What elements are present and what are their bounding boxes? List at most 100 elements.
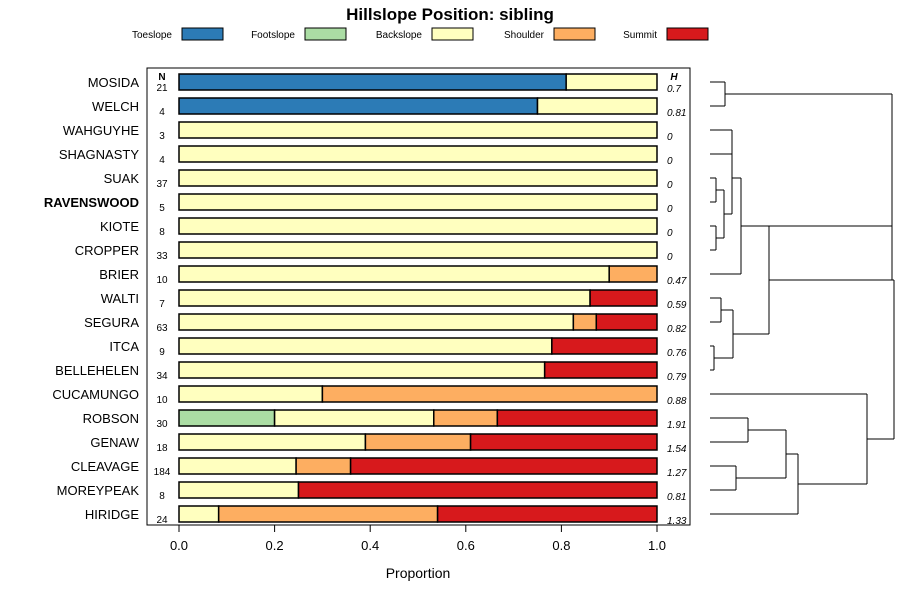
h-label: 0.59 [667,300,687,311]
n-label: 9 [159,347,165,358]
dendrogram-branch [716,189,725,239]
dendrogram [710,81,895,515]
n-label: 184 [154,467,171,478]
h-label: 0.82 [667,324,687,335]
dendrogram-branch [710,177,717,203]
bar-segment-footslope [178,409,276,427]
h-label: 0.47 [667,276,687,287]
bar-segment-shoulder [572,313,598,331]
bar-segment-backslope [536,97,658,115]
bar-segment-backslope [178,505,220,523]
x-tick-label: 0.8 [552,538,570,553]
bar-segment-backslope [178,457,297,475]
bar-segment-backslope [273,409,435,427]
row-cucamungo: CUCAMUNGO 10 0.88 [52,385,687,407]
bar-segment-shoulder [608,265,658,283]
n-label: 5 [159,203,165,214]
dendrogram-branch [710,465,737,491]
series-label: CLEAVAGE [71,459,139,474]
bar-segment-summit [297,481,658,499]
h-label: 1.33 [667,516,687,527]
legend-swatch-toeslope [181,27,224,41]
legend-label-summit: Summit [623,30,657,41]
bar-segment-summit [543,361,658,379]
dendrogram-branch [867,279,895,440]
row-welch: WELCH 4 0.81 [92,97,686,119]
row-hiridge: HIRIDGE 24 1.33 [85,505,687,527]
series-label: GENAW [90,435,139,450]
bar-segment-summit [496,409,658,427]
n-label: 3 [159,131,165,142]
bar-segment-shoulder [364,433,472,451]
chart-title: Hillslope Position: sibling [346,5,554,24]
bar-segment-backslope [565,73,658,91]
series-label: MOREYPEAK [57,483,140,498]
x-tick-label: 0.0 [170,538,188,553]
dendrogram-branch [714,309,734,359]
bar-segment-backslope [178,241,658,259]
n-label: 33 [156,251,168,262]
x-axis: 0.0 0.2 0.4 0.6 0.8 1.0 [170,525,666,553]
x-axis-title: Proportion [386,565,451,581]
series-label: SHAGNASTY [59,147,140,162]
row-kiote: KIOTE 8 0 [100,217,673,239]
bar-segment-backslope [178,289,591,307]
h-label: 0.88 [667,396,687,407]
h-label: 0.81 [667,492,686,503]
series-label: WALTI [101,291,139,306]
h-label: 0 [667,180,673,191]
n-label: 10 [156,395,168,406]
row-segura: SEGURA 63 0.82 [84,313,687,335]
h-label: 0.76 [667,348,687,359]
row-moreypeak: MOREYPEAK 8 0.81 [57,481,686,503]
n-label: 34 [156,371,168,382]
legend-swatch-backslope [431,27,474,41]
row-suak: SUAK 37 0 [104,169,673,191]
dendrogram-branch [710,178,892,275]
series-label: MOSIDA [88,75,140,90]
series-label: BRIER [99,267,139,282]
legend: Toeslope Footslope Backslope Shoulder Summit [132,27,709,41]
bar-segment-summit [349,457,658,475]
row-mosida: MOSIDA 21 0.7 [88,73,681,95]
n-label: 30 [156,419,168,430]
h-label: 0.81 [667,108,686,119]
bar-segment-summit [436,505,658,523]
bar-segment-backslope [178,265,610,283]
bar-segment-backslope [178,361,546,379]
bar-segment-backslope [178,217,658,235]
bar-segment-summit [589,289,658,307]
dendrogram-branch [710,225,717,251]
bar-segment-backslope [178,385,324,403]
row-itca: ITCA 9 0.76 [109,337,687,359]
n-label: 10 [156,275,168,286]
row-cleavage: CLEAVAGE 184 1.27 [71,457,687,479]
bar-segment-backslope [178,433,367,451]
h-label: 0.7 [667,84,681,95]
bar-segment-backslope [178,169,658,187]
bar-segment-shoulder [321,385,658,403]
dendrogram-branch [736,429,787,479]
x-tick-label: 0.4 [361,538,379,553]
legend-label-shoulder: Shoulder [504,30,545,41]
n-label: 4 [159,155,165,166]
bar-segment-summit [595,313,658,331]
n-label: 24 [156,515,168,526]
bar-segment-shoulder [433,409,499,427]
series-label: BELLEHELEN [55,363,139,378]
row-walti: WALTI 7 0.59 [101,289,687,311]
bar-segment-backslope [178,193,658,211]
row-genaw: GENAW 18 1.54 [90,433,687,455]
h-column-header: H [670,72,678,83]
n-label: 4 [159,107,165,118]
series-label: KIOTE [100,219,139,234]
series-label: SUAK [104,171,140,186]
series-label: WAHGUYHE [63,123,139,138]
series-label: CROPPER [75,243,139,258]
series-label: RAVENSWOOD [44,195,139,210]
legend-swatch-shoulder [553,27,596,41]
n-label: 21 [156,83,168,94]
plot-panel [146,67,691,526]
bar-segment-shoulder [295,457,352,475]
